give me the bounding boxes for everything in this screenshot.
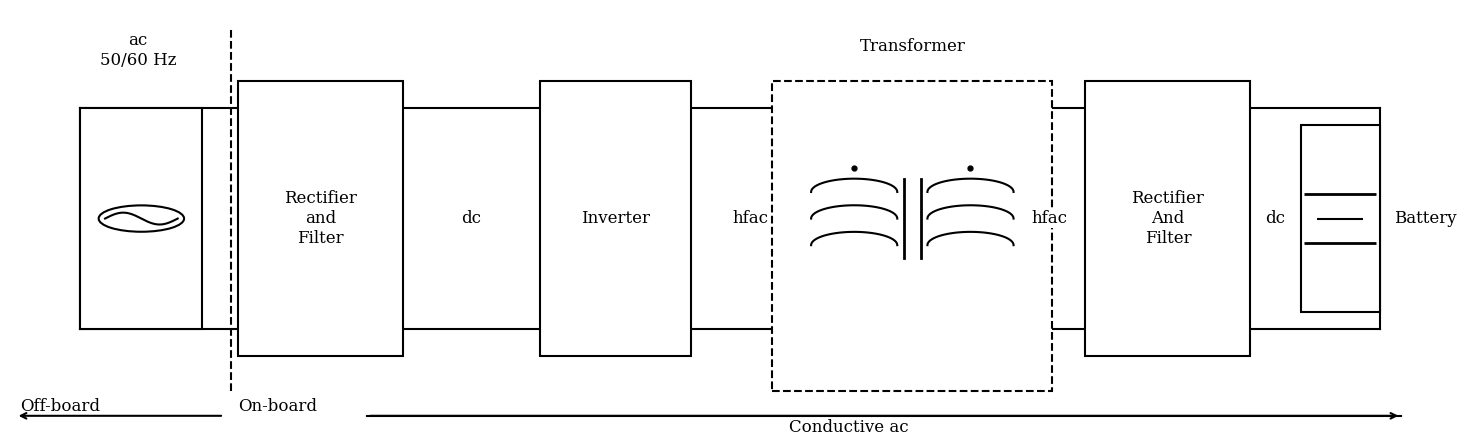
Bar xyxy=(1301,125,1379,312)
Bar xyxy=(1086,81,1250,356)
Text: Off-board: Off-board xyxy=(21,398,100,415)
Text: hfac: hfac xyxy=(1031,210,1068,227)
Text: Inverter: Inverter xyxy=(581,210,650,227)
Text: dc: dc xyxy=(462,210,481,227)
Bar xyxy=(772,81,1052,392)
Text: ac
50/60 Hz: ac 50/60 Hz xyxy=(100,33,176,69)
Text: hfac: hfac xyxy=(734,210,769,227)
Text: Conductive ac: Conductive ac xyxy=(789,419,908,436)
Text: Rectifier
And
Filter: Rectifier And Filter xyxy=(1131,190,1204,247)
Text: Transformer: Transformer xyxy=(860,37,965,54)
Text: dc: dc xyxy=(1266,210,1285,227)
Text: Battery: Battery xyxy=(1394,210,1457,227)
Bar xyxy=(81,108,202,330)
Text: Rectifier
and
Filter: Rectifier and Filter xyxy=(285,190,358,247)
Bar xyxy=(540,81,691,356)
Text: On-board: On-board xyxy=(238,398,317,415)
Bar xyxy=(238,81,403,356)
